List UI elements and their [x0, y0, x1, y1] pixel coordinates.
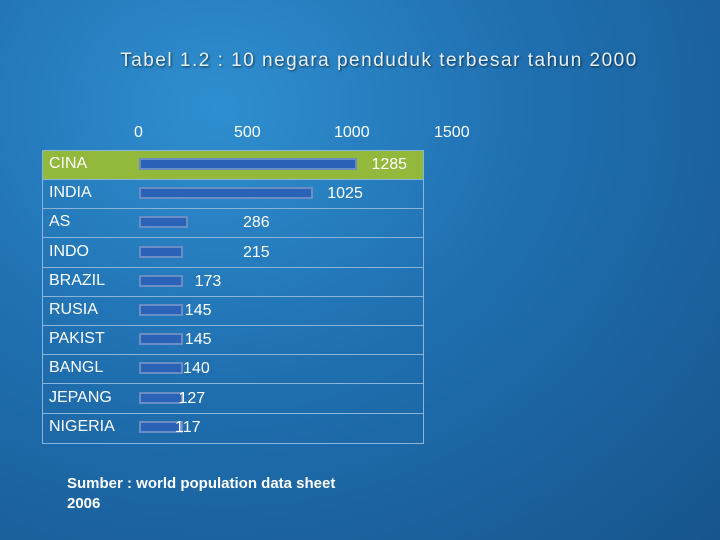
value-label: 1025 — [327, 185, 363, 203]
data-table: CINA 1285 INDIA 1025 AS 286 INDO 215 BRAZIL 173 RU… — [42, 150, 424, 444]
table-row: CINA 1285 — [43, 151, 423, 180]
bar — [139, 304, 183, 316]
axis-tick-label: 500 — [234, 124, 261, 141]
source-note: Sumber : world population data sheet 200… — [67, 474, 407, 514]
category-label: PAKIST — [49, 330, 105, 348]
category-label: CINA — [49, 155, 88, 172]
value-label: 1285 — [371, 156, 408, 173]
bar — [139, 333, 183, 346]
bar — [139, 245, 183, 258]
axis-tick-label: 0 — [134, 124, 143, 141]
bar — [139, 391, 183, 404]
source-line-2: 2006 — [67, 495, 101, 512]
table-row: NIGERIA 117 — [43, 414, 423, 443]
axis-tick-label: 1500 — [434, 124, 470, 141]
bar — [139, 274, 183, 287]
category-label: INDIA — [49, 184, 92, 202]
value-label: 173 — [194, 272, 222, 290]
value-label: 286 — [243, 214, 270, 232]
value-label: 127 — [178, 389, 206, 407]
bar — [139, 420, 183, 433]
chart-title: Tabel 1.2 : 10 negara penduduk terbesar … — [120, 50, 638, 71]
table-row: INDIA 1025 — [43, 180, 423, 210]
value-label: 117 — [175, 418, 201, 436]
bar — [139, 362, 183, 375]
bar — [139, 158, 358, 170]
table-row: BANGL 140 — [43, 355, 423, 385]
category-label: RUSIA — [49, 301, 98, 318]
table-row: RUSIA 145 — [43, 297, 423, 326]
axis-tick-label: 1000 — [334, 124, 370, 141]
table-row: BRAZIL 173 — [43, 268, 423, 297]
category-label: INDO — [49, 242, 89, 260]
bar — [139, 187, 314, 200]
table-row: PAKIST 145 — [43, 326, 423, 356]
value-label: 140 — [183, 360, 210, 378]
category-label: JEPANG — [49, 388, 112, 406]
category-label: BRAZIL — [49, 271, 106, 289]
category-label: AS — [49, 213, 71, 231]
value-label: 215 — [243, 243, 270, 261]
source-line-1: Sumber : world population data sheet — [67, 475, 336, 492]
table-row: AS 286 — [43, 209, 423, 239]
category-label: BANGL — [49, 359, 104, 377]
table-row: JEPANG 127 — [43, 385, 423, 414]
table-row: INDO 215 — [43, 239, 423, 268]
value-label: 145 — [184, 302, 212, 319]
category-label: NIGERIA — [49, 417, 115, 435]
value-label: 145 — [184, 331, 212, 349]
bar — [139, 216, 188, 229]
